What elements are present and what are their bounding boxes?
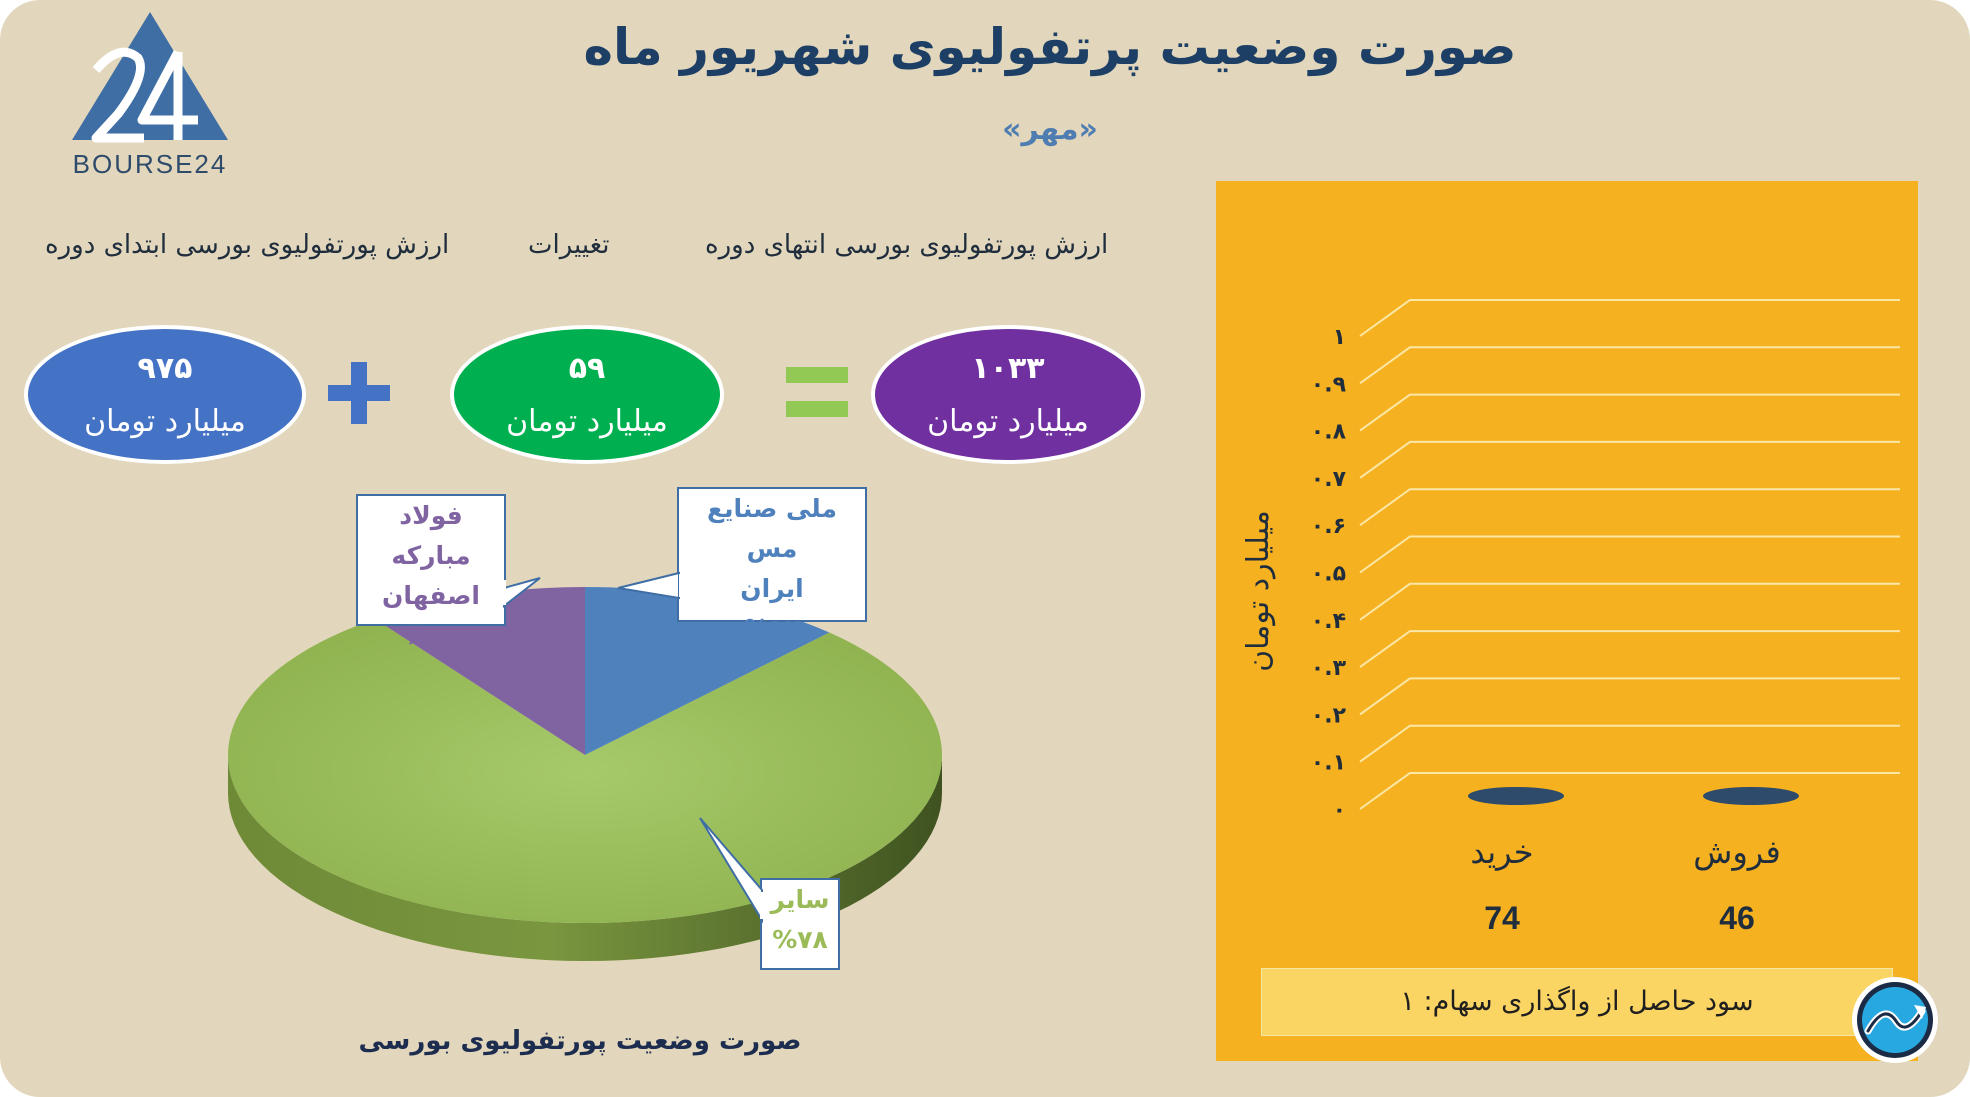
gridline	[1359, 488, 1900, 527]
y-tick-label: ۰	[1333, 798, 1346, 823]
pie-slice	[585, 587, 830, 755]
plus-icon	[328, 362, 390, 424]
pie-label-copper: ملی صنایع مس ایران %۱۲	[677, 487, 867, 643]
y-tick-label: ۰.۷	[1311, 467, 1347, 492]
start-value-oval: ۹۷۵ میلیارد تومان	[24, 325, 306, 464]
y-tick-label: ۰.۸	[1311, 420, 1347, 445]
bourse24-logo: BOURSE24	[72, 12, 228, 179]
footnote: سود حاصل از واگذاری سهام: ۱	[1261, 968, 1893, 1036]
page-subtitle: «مهر»	[1002, 112, 1098, 147]
pie-label-copper-line2: ایران	[740, 574, 804, 603]
count-label: 46	[1719, 900, 1755, 936]
y-tick-label: ۰.۳	[1311, 656, 1347, 681]
trade-chart-panel: ۰ ۰.۱ ۰.۲ ۰.۳ ۰.۴ ۰.۵ ۰.۶ ۰.۷ ۰.۸ ۰.۹ ۱ خرید 74 فروش…	[1216, 181, 1918, 1061]
gridline	[1359, 724, 1900, 763]
gridline	[1359, 630, 1900, 668]
start-value-unit: میلیارد تومان	[84, 404, 246, 439]
count-label: 74	[1484, 900, 1520, 936]
gridline	[1359, 393, 1900, 432]
bar-cap	[1468, 787, 1564, 805]
pie-label-other-value: %۷۸	[772, 925, 828, 954]
y-tick-label: ۰.۴	[1311, 609, 1346, 634]
bar-cap	[1703, 787, 1799, 805]
page-title: صورت وضعیت پرتفولیوی شهریور ماه	[583, 18, 1517, 76]
pie-chart-title: صورت وضعیت پورتفولیوی بورسی	[358, 1026, 802, 1056]
category-label: خرید	[1470, 833, 1533, 871]
gridline	[1359, 772, 1900, 810]
pie-label-other: سایر %۷۸	[760, 878, 840, 970]
trade-bar-chart: ۰ ۰.۱ ۰.۲ ۰.۳ ۰.۴ ۰.۵ ۰.۶ ۰.۷ ۰.۸ ۰.۹ ۱ خرید 74 فروش…	[1241, 299, 1900, 936]
equals-icon	[786, 367, 848, 417]
y-axis-label: میلیارد تومان	[1241, 510, 1276, 672]
y-tick-label: ۱	[1333, 325, 1346, 350]
pie-label-copper-value: %۱۲	[744, 614, 800, 643]
y-tick-label: ۰.۵	[1311, 562, 1346, 587]
y-tick-label: ۰.۹	[1311, 372, 1346, 397]
end-value-unit: میلیارد تومان	[927, 404, 1089, 439]
pie-slice	[375, 587, 585, 755]
logo-text: BOURSE24	[73, 149, 228, 179]
gridline	[1359, 440, 1900, 479]
pie-label-other-line1: سایر	[770, 885, 830, 914]
y-tick-label: ۰.۶	[1311, 514, 1346, 539]
trend-badge-icon	[1852, 977, 1938, 1063]
pie-label-copper-line1: ملی صنایع مس	[707, 494, 837, 563]
category-label: فروش	[1693, 833, 1780, 871]
end-value-heading: ارزش پورتفولیوی بورسی انتهای دوره	[705, 230, 1109, 260]
pie-label-steel-line2: اصفهان	[382, 581, 480, 610]
pie-label-steel-line1: فولاد مبارکه	[391, 501, 471, 570]
gridline	[1359, 677, 1900, 716]
gridline	[1359, 299, 1900, 337]
end-value: ۱۰۳۳	[971, 351, 1045, 386]
start-value: ۹۷۵	[137, 351, 193, 386]
gridline	[1359, 582, 1900, 621]
y-tick-label: ۰.۲	[1311, 703, 1347, 728]
change-heading: تغییرات	[528, 230, 610, 260]
gridline	[1359, 535, 1900, 574]
end-value-oval: ۱۰۳۳ میلیارد تومان	[871, 325, 1145, 464]
pie-label-steel: فولاد مبارکه اصفهان %۱۰	[356, 494, 506, 650]
change-value-oval: ۵۹ میلیارد تومان	[450, 325, 724, 464]
pie-slice	[227, 619, 942, 923]
start-value-heading: ارزش پورتفولیوی بورسی ابتدای دوره	[45, 230, 450, 260]
change-value: ۵۹	[568, 351, 606, 386]
pie-label-steel-value: %۱۰	[403, 621, 459, 650]
y-tick-label: ۰.۱	[1311, 751, 1346, 776]
gridline	[1359, 346, 1900, 385]
change-value-unit: میلیارد تومان	[506, 404, 668, 439]
